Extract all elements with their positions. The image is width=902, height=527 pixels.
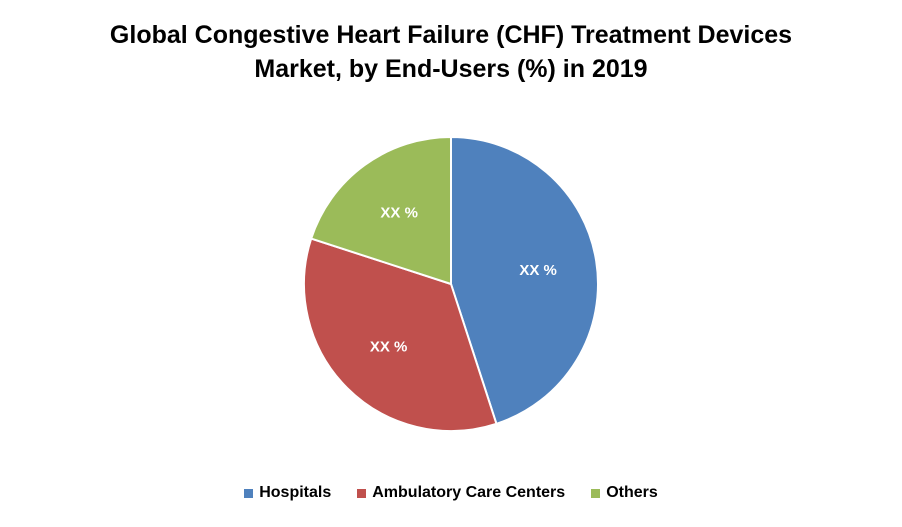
chart-legend: Hospitals Ambulatory Care Centers Others	[0, 484, 902, 502]
legend-label-ambulatory-care-centers: Ambulatory Care Centers	[372, 484, 566, 501]
pie-slice-others	[309, 135, 452, 286]
legend-swatch-others	[591, 488, 601, 498]
data-label-hospitals: XX %	[519, 262, 557, 279]
legend-swatch-ambulatory-care-centers	[357, 488, 367, 498]
legend-item-hospitals: Hospitals	[244, 484, 331, 502]
pie-data-labels: XX % XX % XX %	[370, 205, 557, 356]
chart-title-line-1: Global Congestive Heart Failure (CHF) Tr…	[109, 21, 793, 49]
chart-title: Global Congestive Heart Failure (CHF) Tr…	[0, 18, 902, 86]
legend-item-others: Others	[591, 484, 658, 502]
legend-label-hospitals: Hospitals	[259, 484, 332, 501]
pie-slices	[303, 135, 599, 432]
pie-slice-hospitals	[450, 135, 599, 426]
data-label-others: XX %	[380, 205, 418, 222]
legend-item-ambulatory-care-centers: Ambulatory Care Centers	[357, 484, 565, 502]
legend-label-others: Others	[606, 484, 658, 501]
legend-swatch-hospitals	[244, 488, 254, 498]
pie-slice-ambulatory-care-centers	[303, 237, 498, 432]
data-label-ambulatory-care-centers: XX %	[370, 338, 408, 355]
chart-title-line-2: Market, by End-Users (%) in 2019	[254, 55, 648, 83]
